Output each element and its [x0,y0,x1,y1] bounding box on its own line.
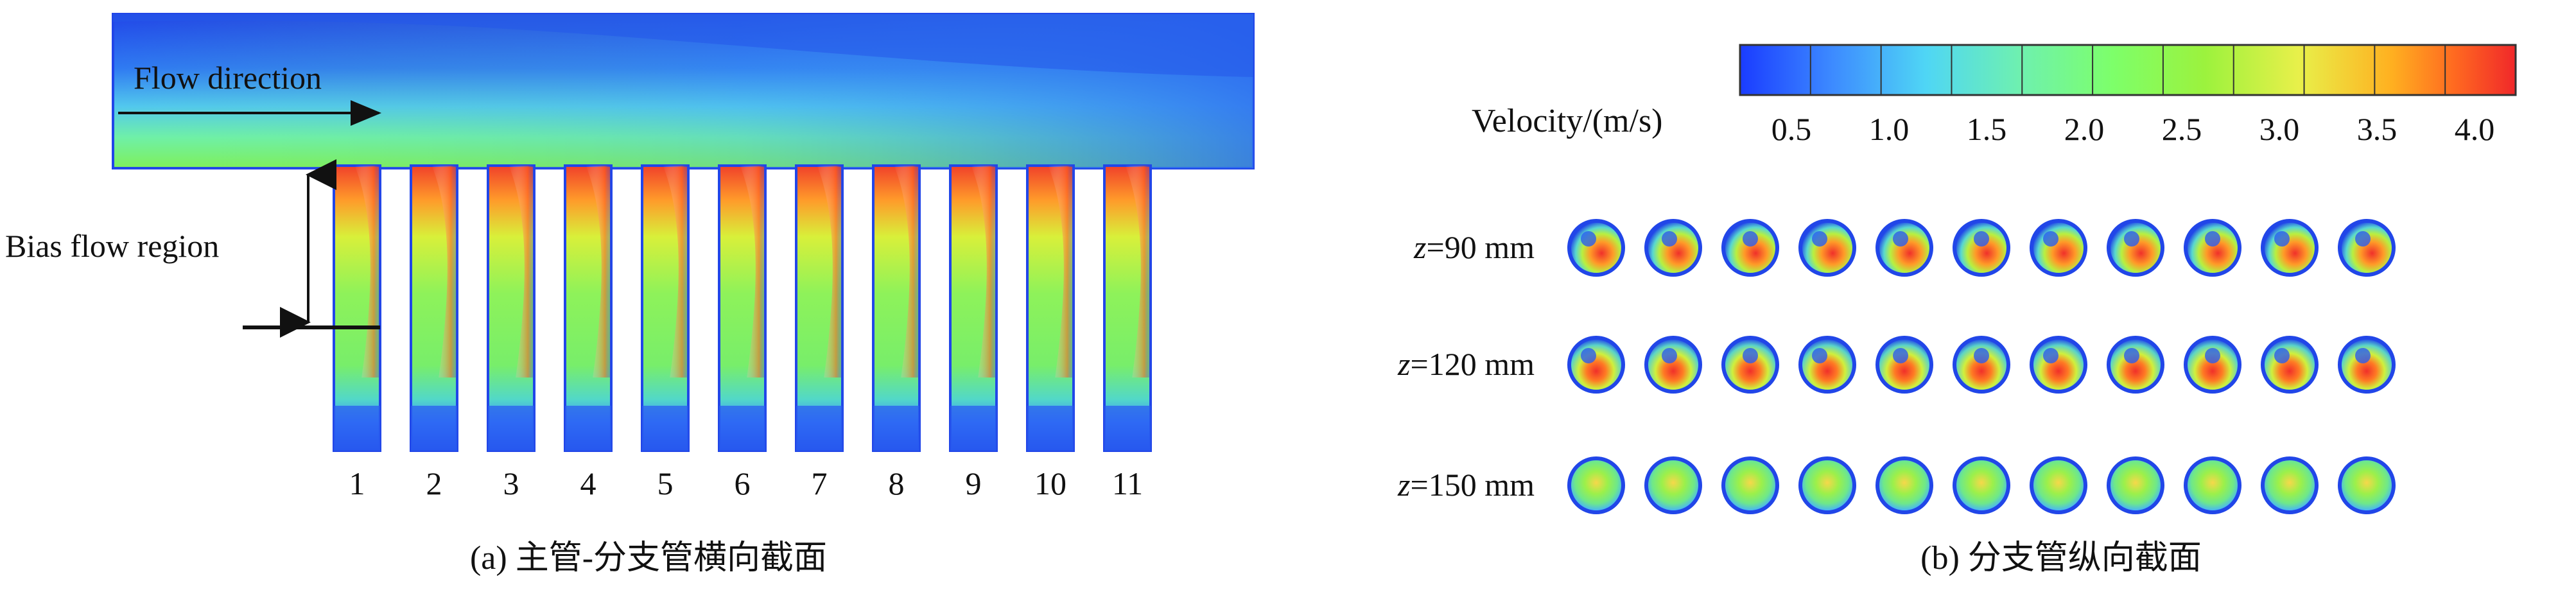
legend-tick-label: 4.0 [2455,111,2495,147]
branch-number-11: 11 [1112,465,1143,501]
branch-pipe-3 [487,164,535,452]
cross-section-disc [2107,336,2164,394]
legend-tick-label: 2.5 [2162,111,2202,147]
legend-tick-label: 3.0 [2259,111,2300,147]
cross-section-disc [1567,336,1625,394]
cross-section-disc [2030,219,2087,277]
legend-tick-label: 2.0 [2064,111,2105,147]
branch-number-4: 4 [580,465,596,501]
cross-section-disc [2261,456,2319,514]
branch-pipe-2 [410,164,458,452]
cross-section-disc [2107,456,2164,514]
panel-b-caption: (b) 分支管纵向截面 [1920,540,2202,577]
legend-colorbar [1739,44,2517,96]
branch-pipe-6 [718,164,767,452]
branch-number-7: 7 [812,465,828,501]
row-labels: z=90 mm z=120 mm z=150 mm [1397,229,1535,503]
legend-tick-label: 0.5 [1771,111,1812,147]
branch-number-labels: 1 2 3 4 5 6 7 8 9 10 11 [349,465,1144,501]
panel-a: Flow direction Bias flow region 1 2 3 4 5 6 7 8… [5,13,1255,577]
cross-section-disc [2338,456,2396,514]
legend-tick-label: 3.5 [2357,111,2398,147]
panel-b: z=90 mm z=120 mm z=150 mm (b) 分支管纵向截面 [1397,219,2396,577]
cross-section-disc [1798,219,1856,277]
legend-tick-label: 1.5 [1967,111,2007,147]
cross-section-disc [2261,336,2319,394]
cross-section-grid [1567,219,2396,514]
cross-section-disc [1644,456,1702,514]
cross-section-disc [2184,336,2241,394]
cross-section-disc [2184,456,2241,514]
branch-number-9: 9 [966,465,982,501]
cross-section-disc [1567,219,1625,277]
branch-number-6: 6 [735,465,751,501]
cross-section-disc [2030,336,2087,394]
branch-pipe-10 [1026,164,1075,452]
cross-section-disc [2184,219,2241,277]
cross-section-disc [1567,456,1625,514]
branch-pipe-4 [564,164,613,452]
main-pipe [112,13,1255,169]
branch-pipe-7 [795,164,844,452]
branch-number-1: 1 [349,465,365,501]
cross-section-disc [2261,219,2319,277]
branch-pipe-8 [872,164,921,452]
legend-tick-label: 1.0 [1869,111,1910,147]
flow-direction-label: Flow direction [134,60,322,96]
row-label: z=120 mm [1397,346,1535,382]
cross-section-disc [1721,336,1779,394]
branch-number-3: 3 [503,465,519,501]
cross-section-disc [1644,219,1702,277]
cross-section-disc [2107,219,2164,277]
branch-pipe-9 [949,164,998,452]
cross-section-disc [2338,336,2396,394]
cross-section-disc [1953,336,2010,394]
cross-section-disc [1953,219,2010,277]
bias-flow-label: Bias flow region [5,228,219,264]
cross-section-disc [1875,456,1933,514]
panel-a-caption: (a) 主管-分支管横向截面 [470,540,827,577]
cross-section-disc [1798,336,1856,394]
legend-label: Velocity/(m/s) [1472,103,1663,139]
branch-pipe-11 [1103,164,1152,452]
cross-section-disc [1721,219,1779,277]
branch-number-2: 2 [426,465,442,501]
branch-pipe-5 [641,164,690,452]
cross-section-disc [1953,456,2010,514]
branch-number-10: 10 [1034,465,1066,501]
branch-pipes [333,164,1152,452]
cross-section-disc [2338,219,2396,277]
cross-section-disc [1644,336,1702,394]
cross-section-disc [1875,219,1933,277]
branch-number-5: 5 [657,465,674,501]
branch-number-8: 8 [889,465,905,501]
cross-section-disc [1721,456,1779,514]
legend-tick-labels: 0.5 1.0 1.5 2.0 2.5 3.0 3.5 4.0 [1771,111,2495,147]
cross-section-disc [2030,456,2087,514]
row-label: z=150 mm [1397,467,1535,503]
cross-section-disc [1875,336,1933,394]
cross-section-disc [1798,456,1856,514]
branch-pipe-1 [333,164,381,452]
velocity-legend: Velocity/(m/s) 0.5 1.0 1.5 2.0 2.5 3.0 3.5 4.0 [1472,44,2517,147]
row-label: z=90 mm [1413,229,1535,265]
legend-dividers [1809,45,2446,95]
